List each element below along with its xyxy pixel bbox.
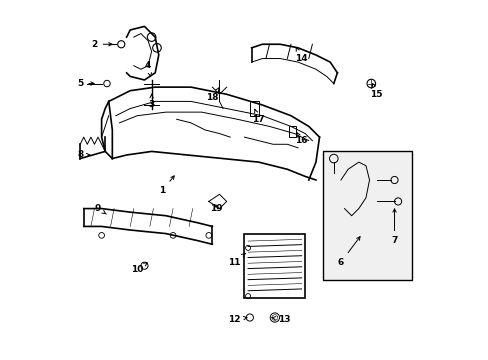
Text: 14: 14 [295,48,307,63]
Text: 18: 18 [205,88,219,102]
Text: 15: 15 [370,84,382,99]
Text: 11: 11 [227,253,244,267]
Text: 5: 5 [77,79,94,88]
Text: 16: 16 [295,133,307,145]
Text: 8: 8 [77,150,90,159]
Text: 3: 3 [148,94,154,109]
Text: 17: 17 [252,109,264,124]
Text: 4: 4 [144,61,151,76]
Text: 2: 2 [91,40,112,49]
Text: 9: 9 [95,204,106,214]
Bar [249,102,258,116]
Text: 12: 12 [227,315,246,324]
Text: 19: 19 [209,204,222,213]
Text: 6: 6 [337,237,359,267]
Bar [323,152,411,280]
Bar [244,234,305,298]
Text: 13: 13 [271,315,289,324]
Text: 10: 10 [131,263,147,274]
Text: 1: 1 [159,176,174,195]
Text: 7: 7 [390,209,397,245]
Bar [288,126,296,137]
